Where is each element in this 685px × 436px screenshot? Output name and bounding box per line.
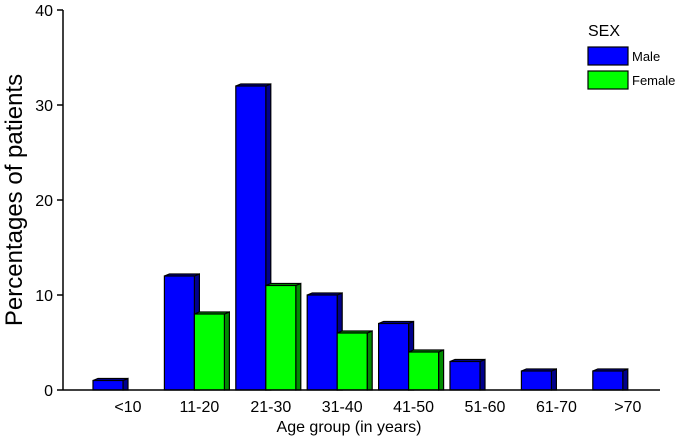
y-tick-label: 30: [35, 98, 53, 115]
legend-label-female: Female: [632, 73, 675, 88]
bar-female: [336, 330, 373, 391]
legend-swatch-female: [587, 70, 629, 90]
bar-male: [520, 368, 558, 391]
legend-label-male: Male: [632, 49, 660, 64]
x-tick-label: 11-20: [180, 399, 220, 416]
x-tick-label: 51-60: [465, 399, 506, 416]
bar-male: [449, 358, 486, 391]
bar-male: [235, 83, 272, 391]
x-labels-group: <10 11-20 21-30 31-40 41-50 51-60 61-70 >70: [114, 399, 641, 416]
x-axis-title: Age group (in years): [277, 419, 422, 436]
x-tick-label: <10: [114, 399, 141, 416]
y-axis-title: Percentages of patients: [1, 74, 28, 326]
bar-female: [193, 311, 230, 391]
y-tick-label: 20: [35, 193, 53, 210]
x-tick-label: 21-30: [250, 399, 291, 416]
bar-female: [408, 349, 445, 391]
x-tick-label: 31-40: [322, 399, 363, 416]
bar-female: [265, 282, 302, 391]
y-tick-label: 10: [35, 288, 53, 305]
bars-group: [92, 83, 629, 391]
bar-male: [592, 368, 629, 391]
y-tick-label: 40: [35, 3, 53, 20]
legend-swatch-male: [587, 46, 629, 66]
legend-title: SEX: [588, 23, 620, 40]
legend: SEX Male Female: [587, 23, 675, 90]
x-tick-label: 41-50: [393, 399, 434, 416]
y-tick-label: 0: [44, 383, 53, 400]
bar-male: [92, 377, 129, 391]
y-ticks-group: 0 10 20 30 40: [35, 3, 63, 400]
x-tick-label: >70: [614, 399, 641, 416]
x-tick-label: 61-70: [536, 399, 577, 416]
